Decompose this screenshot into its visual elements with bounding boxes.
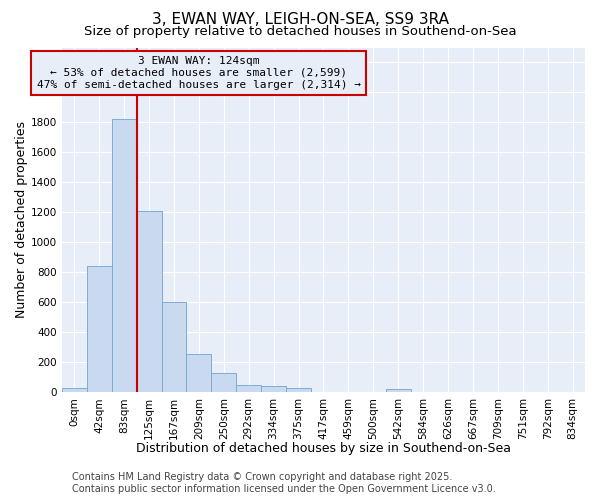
Bar — [137, 211, 161, 392]
Bar — [161, 302, 187, 392]
Bar — [187, 354, 211, 392]
X-axis label: Distribution of detached houses by size in Southend-on-Sea: Distribution of detached houses by size … — [136, 442, 511, 455]
Bar — [286, 388, 311, 392]
Text: Contains HM Land Registry data © Crown copyright and database right 2025.
Contai: Contains HM Land Registry data © Crown c… — [72, 472, 496, 494]
Text: 3, EWAN WAY, LEIGH-ON-SEA, SS9 3RA: 3, EWAN WAY, LEIGH-ON-SEA, SS9 3RA — [151, 12, 449, 28]
Bar — [112, 120, 137, 392]
Text: Size of property relative to detached houses in Southend-on-Sea: Size of property relative to detached ho… — [83, 25, 517, 38]
Bar — [211, 373, 236, 392]
Bar — [62, 388, 87, 392]
Bar — [386, 389, 410, 392]
Y-axis label: Number of detached properties: Number of detached properties — [15, 122, 28, 318]
Bar — [261, 386, 286, 392]
Text: 3 EWAN WAY: 124sqm
← 53% of detached houses are smaller (2,599)
47% of semi-deta: 3 EWAN WAY: 124sqm ← 53% of detached hou… — [37, 56, 361, 90]
Bar — [236, 384, 261, 392]
Bar — [87, 266, 112, 392]
